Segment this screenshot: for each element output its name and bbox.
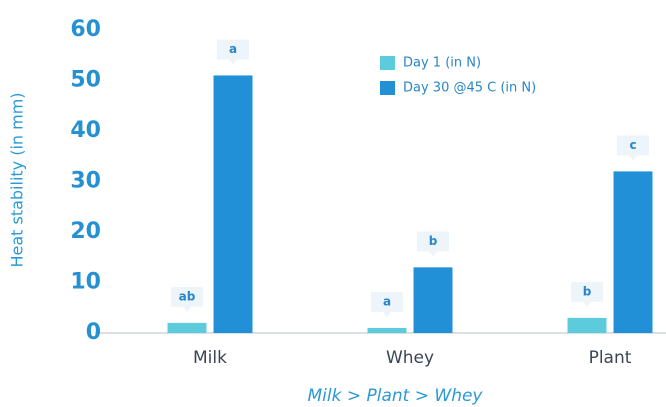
y-tick-label: 40 (70, 118, 101, 143)
x-tick-label: Milk (193, 348, 227, 368)
y-axis-label: Heat stability (in mm) (8, 92, 27, 267)
significance-letter: ab (179, 289, 196, 303)
legend-label: Day 1 (in N) (403, 56, 481, 71)
bar (567, 317, 607, 333)
significance-letter: a (229, 42, 237, 56)
letter-badge (417, 231, 449, 257)
y-tick-label: 20 (70, 219, 101, 244)
y-tick-label: 30 (70, 169, 101, 194)
legend-swatch (380, 56, 395, 70)
bar (167, 322, 207, 333)
letter-badge (171, 286, 203, 312)
significance-letter: c (629, 138, 636, 152)
letter-badge (217, 39, 249, 65)
letter-badge (371, 291, 403, 317)
letter-badge (571, 281, 603, 307)
y-tick-label: 50 (70, 68, 101, 93)
bar (613, 171, 653, 333)
x-tick-label: Whey (386, 348, 434, 368)
significance-letter: b (583, 284, 592, 298)
x-axis-label: Milk > Plant > Whey (308, 386, 484, 406)
bar (413, 267, 453, 333)
legend-label: Day 30 @45 C (in N) (403, 81, 536, 96)
x-tick-label: Plant (589, 348, 632, 368)
bar (213, 75, 253, 333)
y-tick-label: 60 (70, 17, 101, 42)
y-tick-label: 10 (70, 270, 101, 295)
significance-letter: b (429, 234, 438, 248)
letter-badge (617, 135, 649, 161)
bar (367, 327, 407, 333)
significance-letter: a (383, 294, 391, 308)
y-tick-label: 0 (86, 320, 101, 345)
legend-swatch (380, 81, 395, 95)
